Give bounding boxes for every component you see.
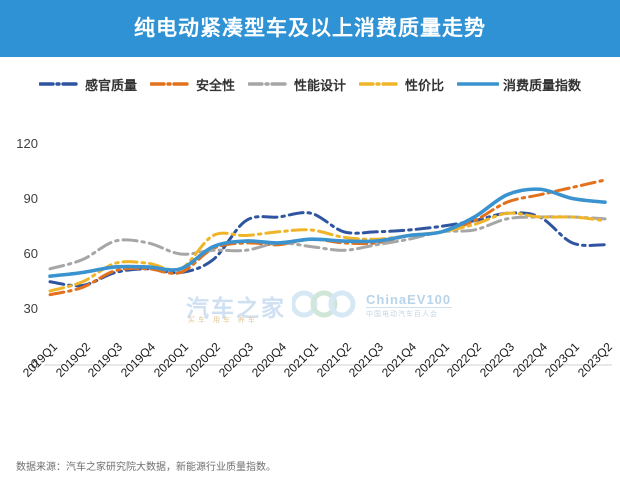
legend-item-2[interactable]: 安全性 (149, 75, 235, 94)
chart-lines (48, 178, 607, 297)
y-tick-0: 0 (30, 356, 38, 371)
y-tick-60: 60 (23, 246, 38, 261)
y-tick-120: 120 (16, 136, 38, 151)
chart-legend: 感官质量 安全性 性能设计 性价比 消费质量指数 (0, 70, 620, 98)
legend-item-1[interactable]: 感官质量 (38, 75, 137, 94)
y-tick-90: 90 (23, 191, 38, 206)
legend-label: 性价比 (405, 77, 445, 93)
series-line-2 (48, 178, 607, 297)
source-note: 数据来源：汽车之家研究院大数据，新能源行业质量指数。 (16, 462, 276, 473)
legend-label: 消费质量指数 (503, 77, 582, 93)
legend-item-3[interactable]: 性能设计 (247, 75, 346, 94)
legend-swatch-icon (38, 78, 81, 90)
legend-label: 安全性 (195, 77, 235, 93)
legend-swatch-icon (359, 78, 401, 90)
series-line-4 (48, 211, 607, 293)
legend-label: 性能设计 (293, 77, 346, 93)
page-title: 纯电动紧凑型车及以上消费质量走势 (134, 17, 486, 40)
legend-swatch-icon (247, 78, 290, 90)
series-line-3 (48, 215, 607, 271)
header-bar (0, 0, 620, 57)
y-tick-30: 30 (23, 301, 38, 316)
legend-label: 感官质量 (84, 77, 137, 93)
legend-item-5[interactable]: 消费质量指数 (457, 75, 581, 94)
series-line-5 (48, 187, 607, 278)
legend-item-4[interactable]: 性价比 (359, 75, 444, 94)
legend-swatch-icon (457, 78, 500, 90)
legend-swatch-icon (149, 78, 192, 90)
